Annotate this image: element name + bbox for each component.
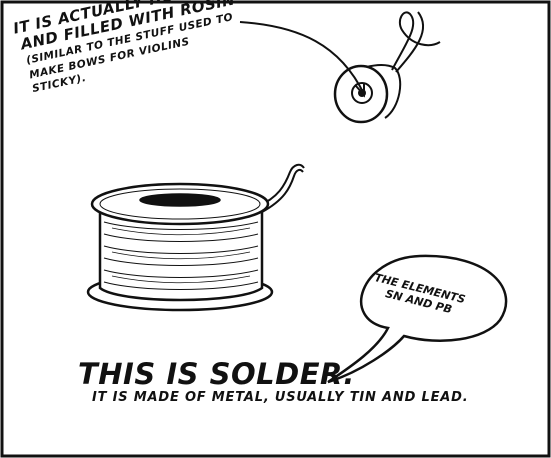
- solder-title: This is solder.: [78, 357, 355, 391]
- speech-bubble: [327, 254, 508, 384]
- rosin-arrow-head: [355, 84, 365, 98]
- solder-spool: [86, 163, 305, 312]
- wire-cross-section: [333, 11, 441, 124]
- solder-subtitle: It is made of metal, usually tin and lea…: [92, 390, 469, 405]
- rosin-pointer-line: [239, 21, 365, 95]
